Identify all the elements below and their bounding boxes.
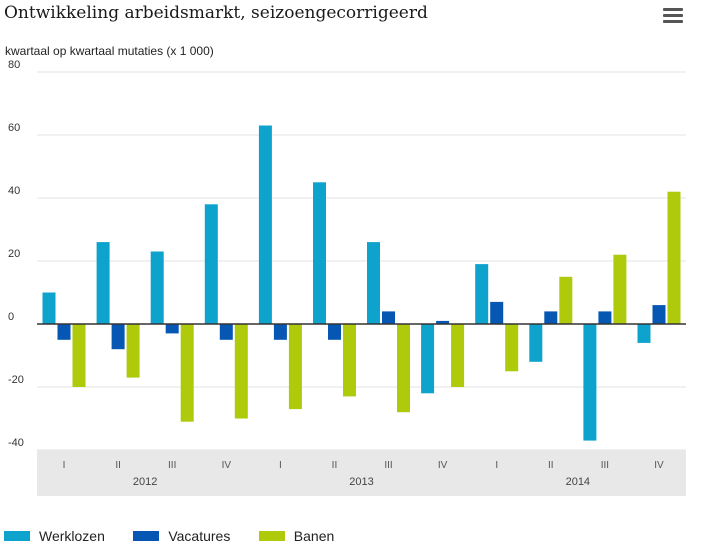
bar-vacatures[interactable]: [436, 320, 450, 324]
x-tick-label: II: [548, 460, 554, 471]
bar-werklozen[interactable]: [258, 125, 272, 324]
bar-banen[interactable]: [397, 324, 410, 413]
bar-werklozen[interactable]: [96, 242, 110, 324]
bar-banen[interactable]: [180, 324, 194, 422]
bar-vacatures[interactable]: [57, 324, 71, 340]
bar-banen[interactable]: [126, 324, 140, 378]
bar-werklozen[interactable]: [583, 324, 597, 441]
y-tick-label: 60: [8, 122, 20, 134]
bar-werklozen[interactable]: [475, 264, 489, 324]
x-axis-band: [37, 450, 686, 496]
x-tick-label: III: [168, 460, 176, 471]
x-tick-label: I: [495, 460, 498, 471]
y-axis-ticks: -40 -20 0 20 40 60 80: [8, 59, 24, 449]
x-tick-label: IV: [438, 460, 448, 471]
legend-label-werklozen: Werklozen: [39, 528, 105, 544]
bar-banen[interactable]: [451, 324, 465, 387]
bars: [42, 125, 681, 441]
x-tick-label: IV: [654, 460, 664, 471]
x-tick-label: I: [63, 460, 66, 471]
x-year-label: 2013: [349, 476, 373, 488]
legend-swatch-werklozen: [4, 531, 30, 541]
y-tick-label: -20: [8, 374, 24, 386]
x-axis-band-rect: [37, 450, 686, 496]
bar-werklozen[interactable]: [313, 182, 326, 325]
y-tick-label: 40: [8, 185, 20, 197]
bar-werklozen[interactable]: [637, 324, 651, 343]
bar-werklozen[interactable]: [42, 292, 56, 325]
legend-swatch-vacatures: [133, 531, 160, 541]
x-tick-label: IV: [222, 460, 232, 471]
y-tick-label: 80: [8, 59, 20, 71]
legend-label-banen: Banen: [293, 528, 335, 544]
x-tick-label: II: [332, 460, 338, 471]
bar-banen[interactable]: [505, 324, 519, 372]
legend-item-vacatures[interactable]: Vacatures: [133, 528, 230, 544]
bar-vacatures[interactable]: [273, 324, 287, 340]
bar-banen[interactable]: [234, 324, 248, 419]
bar-werklozen[interactable]: [150, 251, 164, 325]
bar-banen[interactable]: [343, 324, 356, 397]
legend-item-werklozen[interactable]: Werklozen: [4, 528, 105, 544]
legend: Werklozen Vacatures Banen: [4, 528, 358, 546]
x-year-label: 2012: [133, 476, 157, 488]
y-tick-label: 20: [8, 248, 20, 260]
bar-banen[interactable]: [288, 324, 302, 410]
bar-banen[interactable]: [613, 254, 627, 324]
x-year-label: 2014: [566, 476, 590, 488]
bar-vacatures[interactable]: [652, 305, 666, 324]
y-tick-label: -40: [8, 437, 24, 449]
chart-title: Ontwikkeling arbeidsmarkt, seizoengecorr…: [4, 3, 428, 23]
chart-subtitle: kwartaal op kwartaal mutaties (x 1 000): [5, 44, 214, 58]
bar-werklozen[interactable]: [529, 324, 543, 362]
bar-vacatures[interactable]: [490, 301, 504, 324]
bar-vacatures[interactable]: [544, 311, 558, 324]
x-tick-label: III: [384, 460, 392, 471]
hamburger-menu-icon[interactable]: [663, 8, 683, 26]
bar-vacatures[interactable]: [111, 324, 125, 350]
bar-werklozen[interactable]: [204, 204, 218, 324]
x-tick-label: II: [115, 460, 121, 471]
bar-vacatures[interactable]: [382, 311, 395, 324]
legend-label-vacatures: Vacatures: [168, 528, 231, 544]
y-tick-label: 0: [8, 311, 14, 323]
bar-vacatures[interactable]: [598, 311, 612, 324]
bar-banen[interactable]: [667, 191, 681, 324]
legend-item-banen[interactable]: Banen: [258, 528, 335, 544]
bar-werklozen[interactable]: [421, 324, 435, 394]
bar-werklozen[interactable]: [367, 242, 380, 324]
bar-banen[interactable]: [72, 324, 86, 387]
x-tick-label: III: [601, 460, 609, 471]
bar-banen[interactable]: [559, 276, 573, 325]
bar-vacatures[interactable]: [328, 324, 341, 340]
bar-vacatures[interactable]: [219, 324, 233, 340]
bar-vacatures[interactable]: [165, 324, 179, 334]
x-tick-label: I: [279, 460, 282, 471]
legend-swatch-banen: [258, 531, 285, 541]
